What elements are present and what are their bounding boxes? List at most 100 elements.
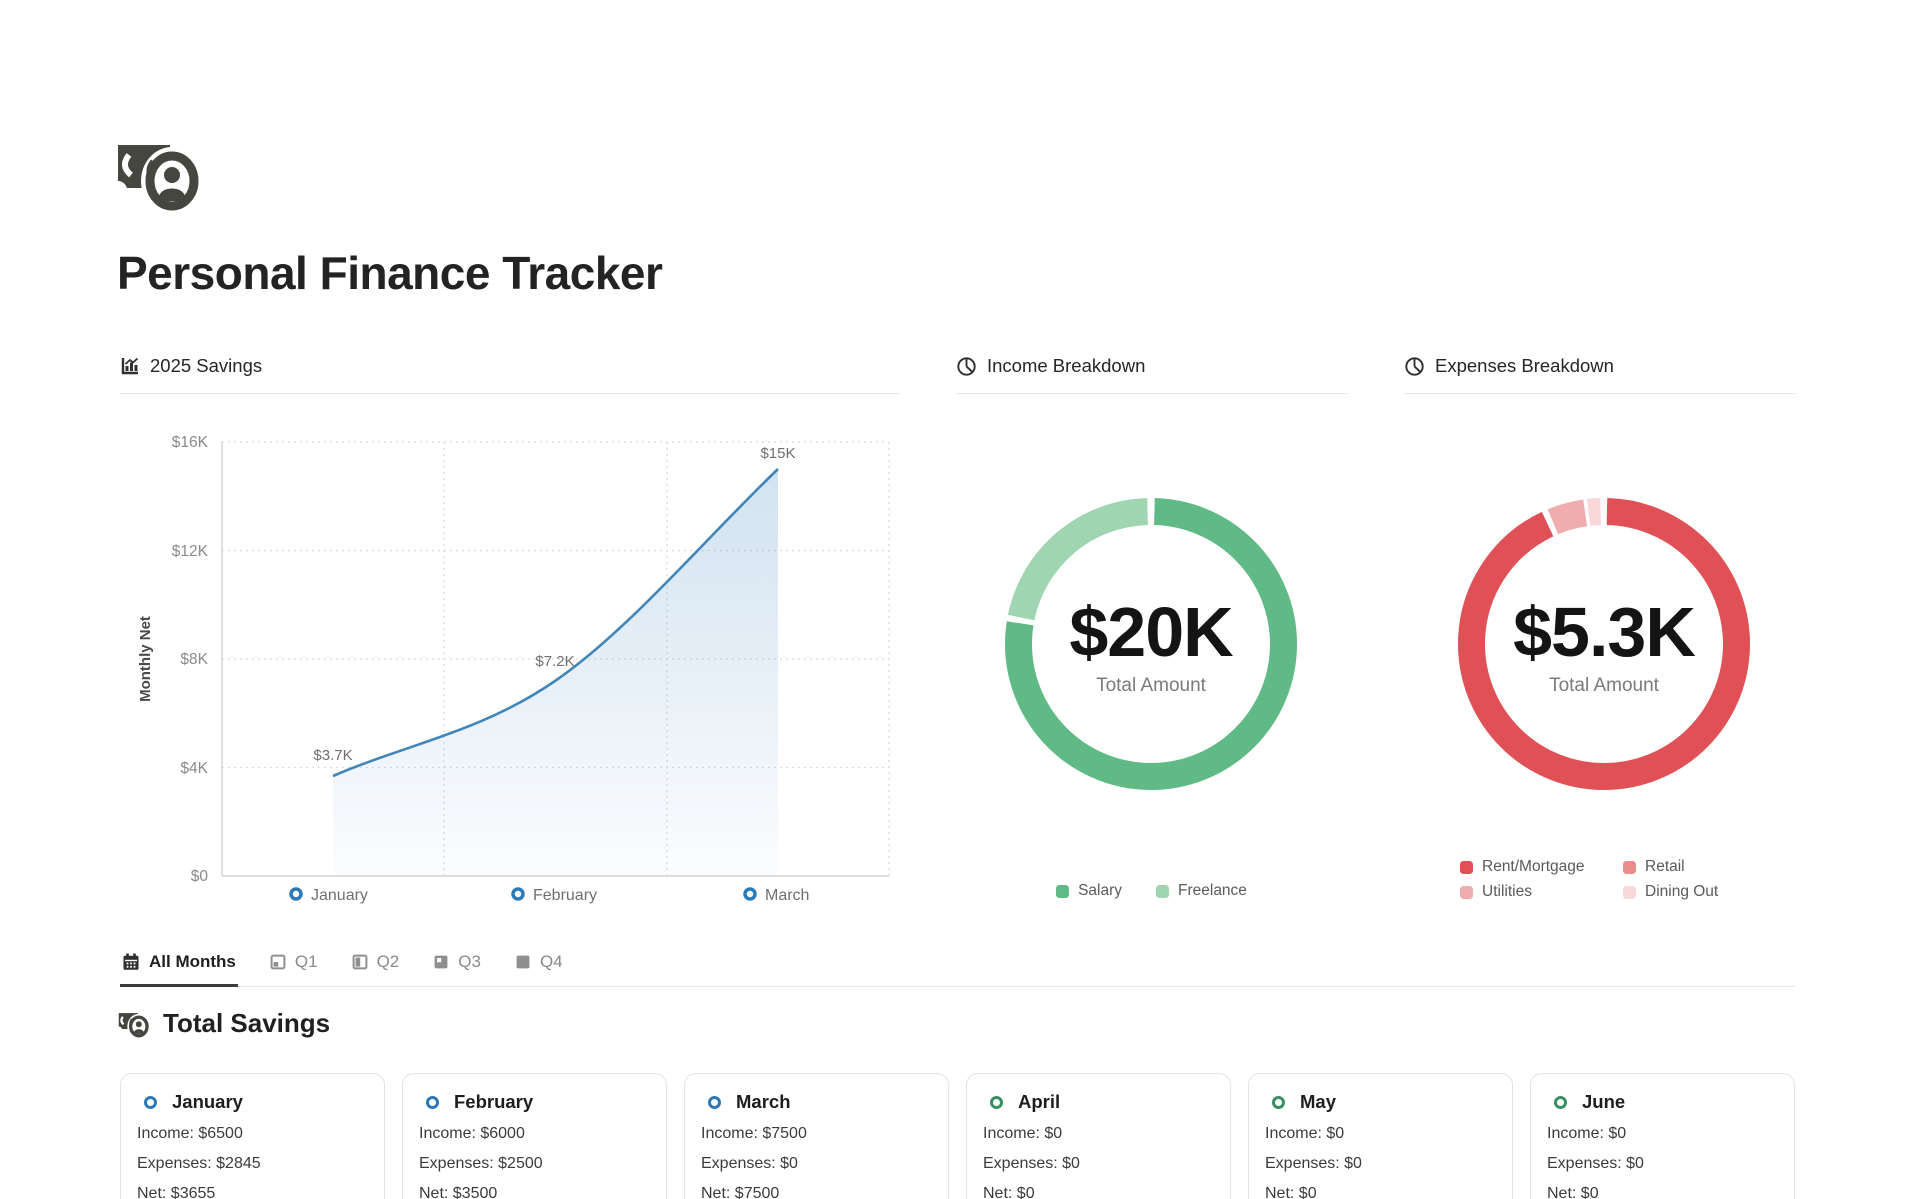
- legend-label: Utilities: [1482, 883, 1532, 900]
- card-expenses: Expenses: $0: [1547, 1155, 1644, 1172]
- bar-chart-icon: [121, 357, 139, 375]
- dining-swatch-icon: [1623, 885, 1636, 899]
- expenses-total-subtitle: Total Amount: [1549, 674, 1659, 696]
- tab-label: Q1: [294, 952, 318, 971]
- savings-line: [332, 468, 779, 778]
- month-cards-row: January Income: $6500 Expenses: $2845 Ne…: [120, 1073, 1795, 1199]
- card-header: March: [701, 1091, 932, 1113]
- income-total-subtitle: Total Amount: [1096, 674, 1206, 696]
- income-total: $20K: [1069, 592, 1233, 671]
- salary-swatch-icon: [1056, 884, 1070, 898]
- income-legend: Salary Freelance: [956, 882, 1347, 900]
- legend-item-salary: Salary: [1056, 882, 1122, 900]
- card-expenses: Expenses: $2845: [137, 1155, 261, 1172]
- card-expenses: Expenses: $0: [983, 1155, 1080, 1172]
- card-expenses: Expenses: $0: [701, 1155, 798, 1172]
- month-card-june[interactable]: June Income: $0 Expenses: $0 Net: $0: [1530, 1073, 1795, 1199]
- quarter-4-icon: [516, 955, 530, 969]
- calendar-icon: [123, 953, 139, 970]
- expenses-slice-rent: [1458, 498, 1750, 790]
- x-label-january: January: [311, 887, 368, 904]
- legend-label: Dining Out: [1645, 883, 1719, 900]
- card-month-name: May: [1300, 1091, 1336, 1112]
- tab-label: Q4: [539, 952, 563, 971]
- card-income: Income: $6500: [137, 1125, 243, 1142]
- retail-swatch-icon: [1623, 860, 1636, 874]
- month-card-february[interactable]: February Income: $6000 Expenses: $2500 N…: [402, 1073, 667, 1199]
- income-slice-salary: [1005, 498, 1297, 790]
- tab-q1[interactable]: Q1: [268, 946, 320, 987]
- period-tabs: All Months Q1 Q2 Q3: [120, 946, 1795, 987]
- legend-label: Salary: [1078, 882, 1122, 899]
- card-net: Net: $0: [983, 1185, 1035, 1199]
- month-marker-icon: [426, 1095, 439, 1109]
- banknote-portrait-icon: [109, 145, 203, 215]
- rent-swatch-icon: [1460, 860, 1473, 874]
- y-tick-0: $0: [191, 868, 209, 885]
- month-card-march[interactable]: March Income: $7500 Expenses: $0 Net: $7…: [684, 1073, 949, 1199]
- card-net: Net: $0: [1265, 1185, 1317, 1199]
- tab-q2[interactable]: Q2: [350, 946, 402, 987]
- expenses-donut-svg: [1458, 498, 1750, 790]
- month-marker-icon: [708, 1095, 721, 1109]
- card-month-name: March: [736, 1091, 791, 1112]
- card-income: Income: $6000: [419, 1125, 525, 1142]
- month-marker-icon: [289, 887, 303, 901]
- month-card-may[interactable]: May Income: $0 Expenses: $0 Net: $0: [1248, 1073, 1513, 1199]
- y-tick-12k: $12K: [172, 543, 209, 560]
- expenses-legend: Rent/Mortgage Retail Utilities Dining Ou…: [1460, 858, 1718, 901]
- pie-chart-icon: [957, 356, 976, 376]
- tab-label: All Months: [149, 952, 236, 971]
- quarter-2-icon: [352, 954, 367, 970]
- legend-label: Rent/Mortgage: [1482, 858, 1585, 875]
- card-month-name: June: [1582, 1091, 1626, 1112]
- month-card-april[interactable]: April Income: $0 Expenses: $0 Net: $0: [966, 1073, 1231, 1199]
- month-marker-icon: [511, 887, 525, 901]
- card-income: Income: $7500: [701, 1125, 807, 1142]
- legend-label: Retail: [1645, 858, 1685, 875]
- month-marker-icon: [743, 887, 757, 901]
- card-income: Income: $0: [1265, 1125, 1345, 1142]
- quarter-1-icon: [270, 954, 286, 970]
- tab-label: Q2: [376, 952, 400, 971]
- income-donut-chart: $20K Total Amount: [1005, 498, 1297, 790]
- income-donut-center: $20K Total Amount: [1005, 498, 1297, 790]
- card-header: February: [419, 1091, 650, 1113]
- savings-area-chart: $16K $12K $8K $4K $0 Monthly Net $3.7K $…: [137, 434, 890, 904]
- income-section-title: Income Breakdown: [987, 355, 1146, 376]
- y-tick-8k: $8K: [180, 651, 208, 668]
- card-income: Income: $0: [1547, 1125, 1627, 1142]
- card-net: Net: $3500: [419, 1185, 498, 1199]
- card-net: Net: $0: [1547, 1185, 1599, 1199]
- tab-label: Q3: [458, 952, 481, 971]
- card-header: June: [1547, 1091, 1778, 1113]
- legend-item-dining: Dining Out: [1623, 883, 1718, 901]
- x-axis-months: January February March: [289, 887, 809, 904]
- tab-q3[interactable]: Q3: [431, 946, 483, 987]
- month-marker-icon: [1272, 1095, 1285, 1109]
- point-label-march: $15K: [760, 445, 795, 462]
- y-axis-label: Monthly Net: [137, 616, 154, 702]
- month-marker-icon: [990, 1095, 1003, 1109]
- tab-q4[interactable]: Q4: [513, 946, 565, 987]
- y-tick-4k: $4K: [180, 760, 208, 777]
- card-income: Income: $0: [983, 1125, 1063, 1142]
- card-header: January: [137, 1091, 368, 1113]
- card-net: Net: $3655: [137, 1185, 216, 1199]
- card-net: Net: $7500: [701, 1185, 780, 1199]
- expenses-donut-center: $5.3K Total Amount: [1458, 498, 1750, 790]
- savings-section-header: 2025 Savings: [120, 354, 900, 394]
- tab-all-months[interactable]: All Months: [120, 946, 238, 987]
- income-section-header: Income Breakdown: [956, 354, 1347, 394]
- x-label-february: February: [533, 887, 597, 904]
- card-expenses: Expenses: $2500: [419, 1155, 543, 1172]
- month-card-january[interactable]: January Income: $6500 Expenses: $2845 Ne…: [120, 1073, 385, 1199]
- card-header: May: [1265, 1091, 1496, 1113]
- quarter-3-icon: [434, 955, 448, 969]
- expenses-section-title: Expenses Breakdown: [1435, 355, 1614, 376]
- month-marker-icon: [1554, 1095, 1567, 1109]
- total-savings-title: Total Savings: [163, 1008, 331, 1038]
- freelance-swatch-icon: [1156, 884, 1169, 898]
- point-label-january: $3.7K: [313, 747, 352, 764]
